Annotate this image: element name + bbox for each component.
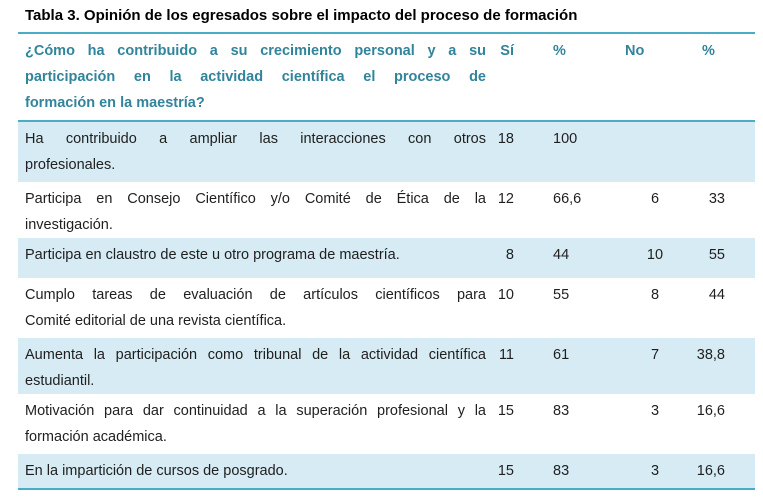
row-si-value: 15	[497, 403, 514, 419]
table-row: Participa en Consejo Científico y/o Comi…	[18, 182, 755, 238]
table-body: Ha contribuido a ampliar las interaccion…	[18, 122, 755, 488]
row-pct-no-value: 55	[708, 247, 725, 263]
row-pct-no-value: 38,8	[696, 347, 725, 363]
row-no-value: 3	[650, 403, 660, 419]
row-pct-no-value: 44	[708, 287, 725, 303]
row-pct-si-value: 55	[553, 287, 570, 303]
table-row: Motivación para dar continuidad a la sup…	[18, 394, 755, 454]
table-row: Cumplo tareas de evaluación de artículos…	[18, 278, 755, 338]
table-caption: Tabla 3. Opinión de los egresados sobre …	[25, 7, 578, 24]
row-no-value: 7	[650, 347, 660, 363]
row-question: Participa en Consejo Científico y/o Comi…	[25, 191, 486, 233]
row-no-value	[617, 122, 693, 178]
table-row: Aumenta la participación como tribunal d…	[18, 338, 755, 394]
header-col-no: No	[625, 43, 645, 59]
table-row: Ha contribuido a ampliar las interaccion…	[18, 122, 755, 182]
page: Tabla 3. Opinión de los egresados sobre …	[0, 7, 763, 490]
row-pct-no-value	[693, 122, 755, 178]
row-pct-si-value: 61	[553, 347, 570, 363]
row-si-value: 15	[497, 463, 514, 479]
row-no-value: 10	[646, 247, 664, 263]
row-pct-si-value: 66,6	[553, 191, 582, 207]
row-pct-si-value: 100	[553, 131, 578, 147]
row-pct-no-value: 16,6	[696, 463, 725, 479]
header-col-pct-si: %	[553, 43, 566, 59]
row-question: Participa en claustro de este u otro pro…	[25, 247, 400, 263]
table-header-row: ¿Cómo ha contribuido a su crecimiento pe…	[18, 34, 755, 122]
header-col-si: Sí	[500, 43, 514, 59]
row-si-value: 12	[497, 191, 514, 207]
row-si-value: 10	[497, 287, 514, 303]
row-si-value: 8	[505, 247, 514, 263]
row-question: Aumenta la participación como tribunal d…	[25, 347, 486, 389]
row-no-value: 3	[650, 463, 660, 479]
header-col-pct-no: %	[702, 43, 715, 59]
results-table: ¿Cómo ha contribuido a su crecimiento pe…	[18, 32, 755, 490]
row-no-value: 8	[650, 287, 660, 303]
row-question: Ha contribuido a ampliar las interaccion…	[25, 131, 486, 173]
header-question: ¿Cómo ha contribuido a su crecimiento pe…	[25, 43, 486, 111]
table-row: En la impartición de cursos de posgrado.…	[18, 454, 755, 488]
row-question: Cumplo tareas de evaluación de artículos…	[25, 287, 486, 329]
row-pct-si-value: 44	[553, 247, 570, 263]
row-no-value: 6	[650, 191, 660, 207]
row-si-value: 18	[497, 131, 514, 147]
row-pct-si-value: 83	[553, 403, 570, 419]
row-pct-no-value: 33	[708, 191, 725, 207]
row-si-value: 11	[498, 347, 514, 363]
row-question: Motivación para dar continuidad a la sup…	[25, 403, 486, 445]
row-question: En la impartición de cursos de posgrado.	[25, 463, 288, 479]
table-row: Participa en claustro de este u otro pro…	[18, 238, 755, 278]
row-pct-no-value: 16,6	[696, 403, 725, 419]
row-pct-si-value: 83	[553, 463, 570, 479]
